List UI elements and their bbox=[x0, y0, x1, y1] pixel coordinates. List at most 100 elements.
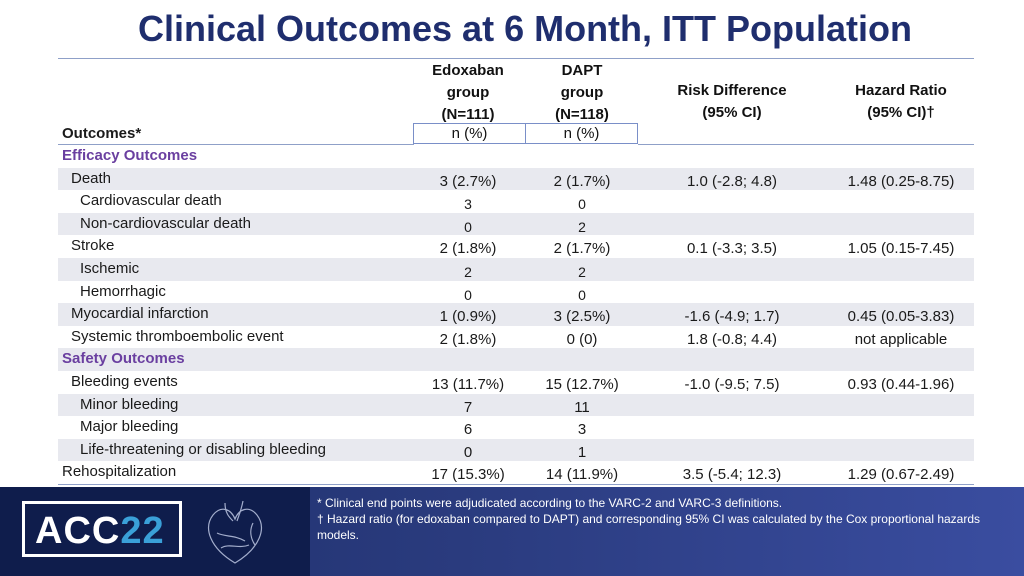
row-label: Stroke bbox=[71, 237, 115, 255]
dapt-header: DAPT group (N=118) bbox=[522, 60, 642, 126]
edoxaban-value: 1 (0.9%) bbox=[439, 308, 497, 326]
heart-line-art-icon bbox=[208, 500, 262, 564]
hazard-ratio-value: 0.93 (0.44-1.96) bbox=[847, 375, 955, 393]
header-divider-right bbox=[638, 144, 974, 145]
dapt-value: 2 bbox=[578, 218, 586, 235]
edoxaban-header-line2: group bbox=[446, 84, 490, 101]
row-label: Life-threatening or disabling bleeding bbox=[80, 440, 327, 458]
risk-difference-header-line2: (95% CI) bbox=[702, 104, 762, 121]
footnotes: * Clinical end points were adjudicated a… bbox=[317, 495, 1017, 543]
dapt-value: 2 (1.7%) bbox=[553, 240, 611, 258]
risk-difference-value: 0.1 (-3.3; 3.5) bbox=[686, 240, 778, 258]
hazard-ratio-header-line2: (95% CI)† bbox=[867, 104, 935, 121]
logo-letters: ACC bbox=[35, 510, 121, 552]
edoxaban-value: 0 bbox=[464, 286, 472, 303]
dapt-value: 0 bbox=[578, 196, 586, 213]
conference-branding: ACC22 bbox=[0, 487, 310, 576]
row-label: Death bbox=[71, 169, 112, 187]
table-row-bleeding-events: Bleeding events 13 (11.7%) 15 (12.7%) -1… bbox=[58, 371, 974, 394]
dapt-value: 2 bbox=[578, 263, 586, 280]
table-row-minor-bleeding: Minor bleeding 7 11 bbox=[58, 393, 974, 417]
dapt-value: 14 (11.9%) bbox=[545, 466, 619, 484]
footnote-endpoints: * Clinical end points were adjudicated a… bbox=[317, 496, 783, 510]
table-row-systemic-thromboembolic-event: Systemic thromboembolic event 2 (1.8%) 0… bbox=[58, 326, 974, 349]
dapt-value: 15 (12.7%) bbox=[545, 375, 619, 393]
table-row-efficacy-section: Efficacy Outcomes bbox=[58, 145, 974, 168]
dapt-value: 0 bbox=[578, 286, 586, 303]
section-label: Efficacy Outcomes bbox=[62, 147, 198, 164]
edoxaban-value: 2 bbox=[464, 263, 472, 280]
table-row-safety-section: Safety Outcomes bbox=[58, 348, 974, 371]
table-row-stroke: Stroke 2 (1.8%) 2 (1.7%) 0.1 (-3.3; 3.5)… bbox=[58, 235, 974, 258]
edoxaban-value: 6 bbox=[463, 421, 473, 439]
section-label: Safety Outcomes bbox=[62, 350, 185, 368]
row-label: Cardiovascular death bbox=[80, 192, 222, 210]
dapt-subheader: n (%) bbox=[525, 123, 638, 144]
hazard-ratio-header: Hazard Ratio (95% CI)† bbox=[818, 80, 984, 124]
edoxaban-value: 3 bbox=[464, 196, 472, 213]
row-label: Systemic thromboembolic event bbox=[71, 327, 284, 345]
page-title: Clinical Outcomes at 6 Month, ITT Popula… bbox=[137, 8, 913, 49]
row-label: Bleeding events bbox=[71, 372, 178, 390]
risk-difference-value: -1.6 (-4.9; 1.7) bbox=[684, 308, 780, 326]
edoxaban-value: 2 (1.8%) bbox=[439, 240, 497, 258]
edoxaban-subheader: n (%) bbox=[413, 123, 526, 144]
logo-text: ACC22 bbox=[35, 510, 165, 553]
table-row-major-bleeding: Major bleeding 6 3 bbox=[58, 416, 974, 439]
dapt-value: 3 bbox=[577, 421, 587, 439]
table-row-rehospitalization: Rehospitalization 17 (15.3%) 14 (11.9%) … bbox=[58, 461, 974, 484]
row-label: Non-cardiovascular death bbox=[80, 214, 251, 232]
edoxaban-value: 17 (15.3%) bbox=[431, 466, 505, 484]
table-row-hemorrhagic: Hemorrhagic 0 0 bbox=[58, 281, 974, 304]
hazard-ratio-value: 1.05 (0.15-7.45) bbox=[847, 240, 955, 258]
dapt-header-line3: (N=118) bbox=[555, 106, 609, 123]
header-divider bbox=[58, 144, 414, 145]
dapt-value: 0 (0) bbox=[566, 330, 598, 348]
hazard-ratio-value: 1.29 (0.67-2.49) bbox=[847, 466, 955, 484]
edoxaban-value: 3 (2.7%) bbox=[439, 172, 497, 190]
acc22-logo: ACC22 bbox=[22, 501, 182, 557]
risk-difference-header: Risk Difference (95% CI) bbox=[658, 80, 806, 124]
outcomes-header: Outcomes* bbox=[62, 125, 142, 142]
dapt-header-line2: group bbox=[560, 84, 604, 101]
table-row-ischemic: Ischemic 2 2 bbox=[58, 257, 974, 281]
risk-difference-value: 3.5 (-5.4; 12.3) bbox=[682, 466, 782, 484]
row-label: Ischemic bbox=[80, 259, 140, 277]
dapt-value: 1 bbox=[577, 443, 587, 461]
row-label: Rehospitalization bbox=[62, 463, 177, 481]
row-label: Major bleeding bbox=[80, 418, 179, 436]
risk-difference-value: 1.8 (-0.8; 4.4) bbox=[686, 330, 778, 348]
hazard-ratio-header-line1: Hazard Ratio bbox=[855, 82, 947, 99]
edoxaban-value: 13 (11.7%) bbox=[431, 375, 505, 393]
edoxaban-header: Edoxaban group (N=111) bbox=[408, 60, 528, 126]
table-row-life-threatening-bleeding: Life-threatening or disabling bleeding 0… bbox=[58, 438, 974, 462]
footer-banner: ACC22 * Clinical end points were adjudic… bbox=[0, 487, 1024, 576]
row-label: Hemorrhagic bbox=[80, 282, 166, 300]
edoxaban-header-line3: (N=111) bbox=[441, 106, 495, 123]
edoxaban-value: 0 bbox=[464, 218, 472, 235]
dapt-value: 2 (1.7%) bbox=[553, 172, 611, 190]
table-row-non-cardiovascular-death: Non-cardiovascular death 0 2 bbox=[58, 212, 974, 236]
footnote-hazard-ratio: † Hazard ratio (for edoxaban compared to… bbox=[317, 512, 981, 542]
row-label: Myocardial infarction bbox=[71, 305, 209, 323]
hazard-ratio-value: not applicable bbox=[854, 330, 948, 348]
edoxaban-header-line1: Edoxaban bbox=[432, 62, 504, 79]
logo-number: 22 bbox=[120, 510, 165, 552]
dapt-value: 11 bbox=[574, 398, 590, 416]
edoxaban-value: 0 bbox=[463, 443, 473, 461]
risk-difference-header-line1: Risk Difference bbox=[677, 82, 787, 99]
dapt-value: 3 (2.5%) bbox=[553, 308, 611, 326]
risk-difference-value: -1.0 (-9.5; 7.5) bbox=[684, 375, 780, 393]
hazard-ratio-value: 0.45 (0.05-3.83) bbox=[847, 308, 955, 326]
dapt-header-line1: DAPT bbox=[561, 62, 603, 79]
table-row-myocardial-infarction: Myocardial infarction 1 (0.9%) 3 (2.5%) … bbox=[58, 303, 974, 326]
bottom-divider bbox=[58, 484, 974, 485]
row-label: Minor bleeding bbox=[80, 395, 179, 413]
top-divider bbox=[58, 58, 974, 59]
edoxaban-value: 2 (1.8%) bbox=[439, 330, 497, 348]
table-row-cardiovascular-death: Cardiovascular death 3 0 bbox=[58, 190, 974, 213]
risk-difference-value: 1.0 (-2.8; 4.8) bbox=[686, 172, 778, 190]
outcomes-table: Efficacy Outcomes Death 3 (2.7%) 2 (1.7%… bbox=[58, 145, 974, 484]
table-row-death: Death 3 (2.7%) 2 (1.7%) 1.0 (-2.8; 4.8) … bbox=[58, 167, 974, 191]
hazard-ratio-value: 1.48 (0.25-8.75) bbox=[847, 172, 955, 190]
